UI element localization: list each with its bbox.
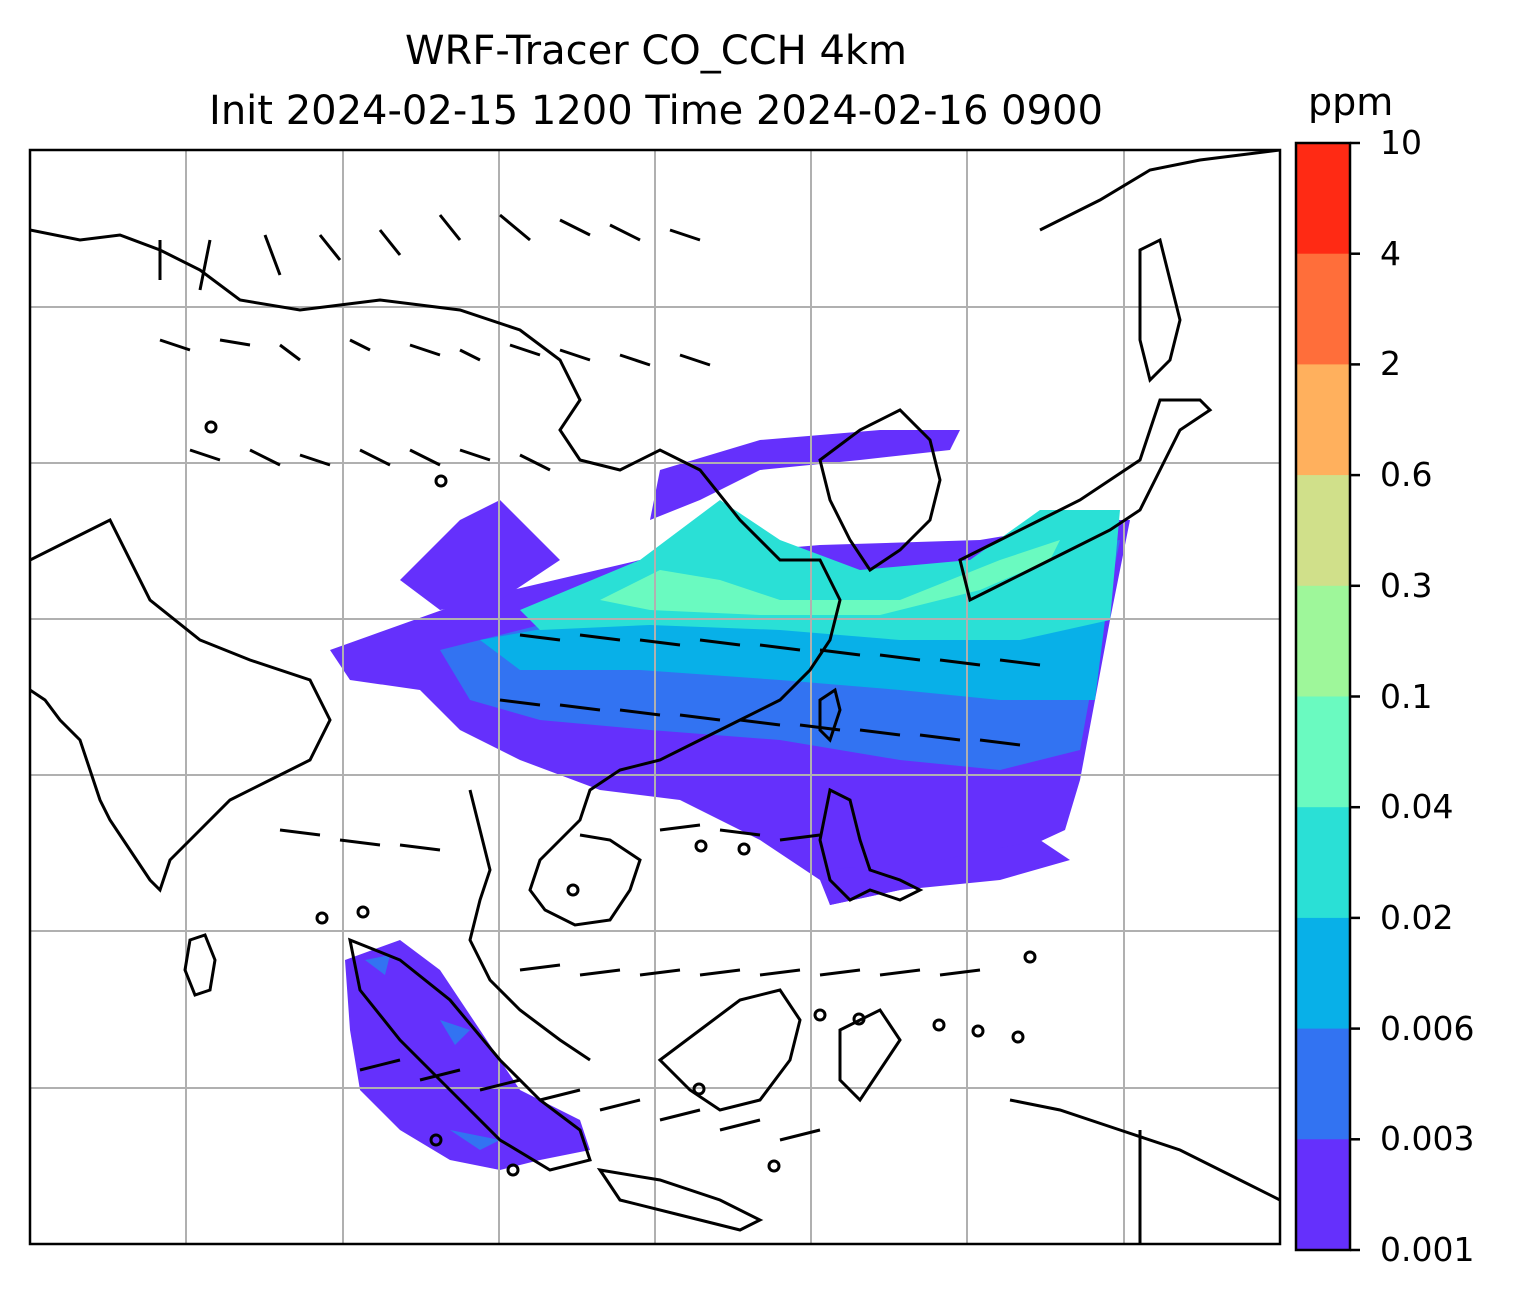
- coast-korea: [818, 408, 942, 573]
- coast-borneo: [657, 988, 802, 1112]
- colorbar-segment: [1296, 143, 1350, 255]
- colorbar-segment: [1296, 807, 1350, 919]
- coast-india: [30, 517, 332, 893]
- calm-wind-marker: [434, 474, 448, 488]
- colorbar-segment: [1296, 585, 1350, 697]
- coast-sakhalin: [1138, 237, 1182, 383]
- coast-philippines: [818, 787, 924, 902]
- calm-wind-marker: [356, 905, 370, 919]
- colorbar-tick-label: 4: [1380, 233, 1401, 273]
- calm-wind-marker: [971, 1024, 985, 1038]
- coast-indochina: [468, 789, 591, 1062]
- coast-newguinea: [1009, 1098, 1280, 1202]
- calm-wind-marker: [1011, 1030, 1025, 1044]
- colorbar-segment: [1296, 696, 1350, 808]
- wind-barb: [189, 448, 551, 472]
- colorbar-segment: [1296, 1028, 1350, 1140]
- plume-sumatra: [345, 940, 590, 1170]
- wind-barb: [519, 633, 1041, 667]
- colorbar-tick-label: 0.003: [1380, 1119, 1475, 1159]
- gridlines: [30, 150, 1280, 1244]
- colorbar-tick-label: 10: [1380, 123, 1422, 162]
- plume-west: [400, 500, 560, 610]
- calm-wind-marker: [813, 1008, 827, 1022]
- coast-russia-east: [1039, 150, 1280, 232]
- coast-mainland-sea: [30, 228, 842, 927]
- coast-taiwan: [818, 687, 842, 743]
- coastlines: [30, 150, 1280, 1244]
- colorbar-tick-label: 0.001: [1380, 1230, 1475, 1269]
- wind-barbs: [158, 213, 1041, 1177]
- calm-wind-marker: [737, 842, 751, 856]
- colorbar-tick-label: 0.04: [1380, 787, 1454, 827]
- coast-srilanka: [183, 933, 217, 997]
- colorbar-tick-label: 0.1: [1380, 676, 1433, 716]
- calm-wind-marker: [852, 1012, 866, 1026]
- calm-wind-marker: [429, 1133, 443, 1147]
- colorbar-unit-label: ppm: [1308, 80, 1394, 124]
- colorbar-segment: [1296, 364, 1350, 476]
- calm-wind-marker: [767, 1159, 781, 1173]
- calm-wind-marker: [204, 420, 218, 434]
- colorbar-tick-label: 0.3: [1380, 565, 1433, 605]
- calm-wind-marker: [566, 883, 580, 897]
- calm-wind-marker: [315, 911, 329, 925]
- coast-sumatra: [347, 937, 592, 1172]
- colorbar-segment: [1296, 917, 1350, 1030]
- plume-south-lower: [820, 840, 1070, 905]
- wind-barb: [359, 1058, 821, 1142]
- coast-sulawesi: [838, 1008, 902, 1103]
- colorbar-tick-label: 0.6: [1380, 455, 1433, 495]
- wind-barb: [499, 698, 1021, 747]
- wind-barb: [279, 823, 821, 852]
- calm-wind-marker: [694, 839, 708, 853]
- colorbar-tick-label: 0.006: [1380, 1008, 1475, 1048]
- wind-barb: [159, 338, 711, 367]
- calm-wind-marker: [1023, 950, 1037, 964]
- wind-barb: [519, 963, 981, 977]
- calm-wind-marker: [692, 1082, 706, 1096]
- calm-wind-marker: [506, 1163, 520, 1177]
- plume-north: [650, 430, 960, 520]
- coast-java: [596, 1167, 764, 1232]
- map-area: [30, 150, 1280, 1244]
- tracer-field: [330, 430, 1130, 1170]
- map-subtitle: Init 2024-02-15 1200 Time 2024-02-16 090…: [209, 88, 1103, 134]
- map-frame: [28, 148, 1282, 1246]
- plume-band-green: [600, 540, 1060, 615]
- wind-barb: [158, 213, 701, 291]
- calm-wind-marker: [932, 1018, 946, 1032]
- colorbar-segment: [1296, 475, 1350, 587]
- colorbar-frame: [1294, 141, 1352, 1252]
- colorbar-tick-label: 0.02: [1380, 897, 1454, 937]
- colorbar: [1296, 141, 1360, 1252]
- colorbar-tick-label: 2: [1380, 344, 1401, 384]
- colorbar-segment: [1296, 1139, 1350, 1251]
- coast-japan: [958, 398, 1213, 603]
- colorbar-segment: [1296, 253, 1350, 365]
- map-title: WRF-Tracer CO_CCH 4km: [404, 28, 908, 74]
